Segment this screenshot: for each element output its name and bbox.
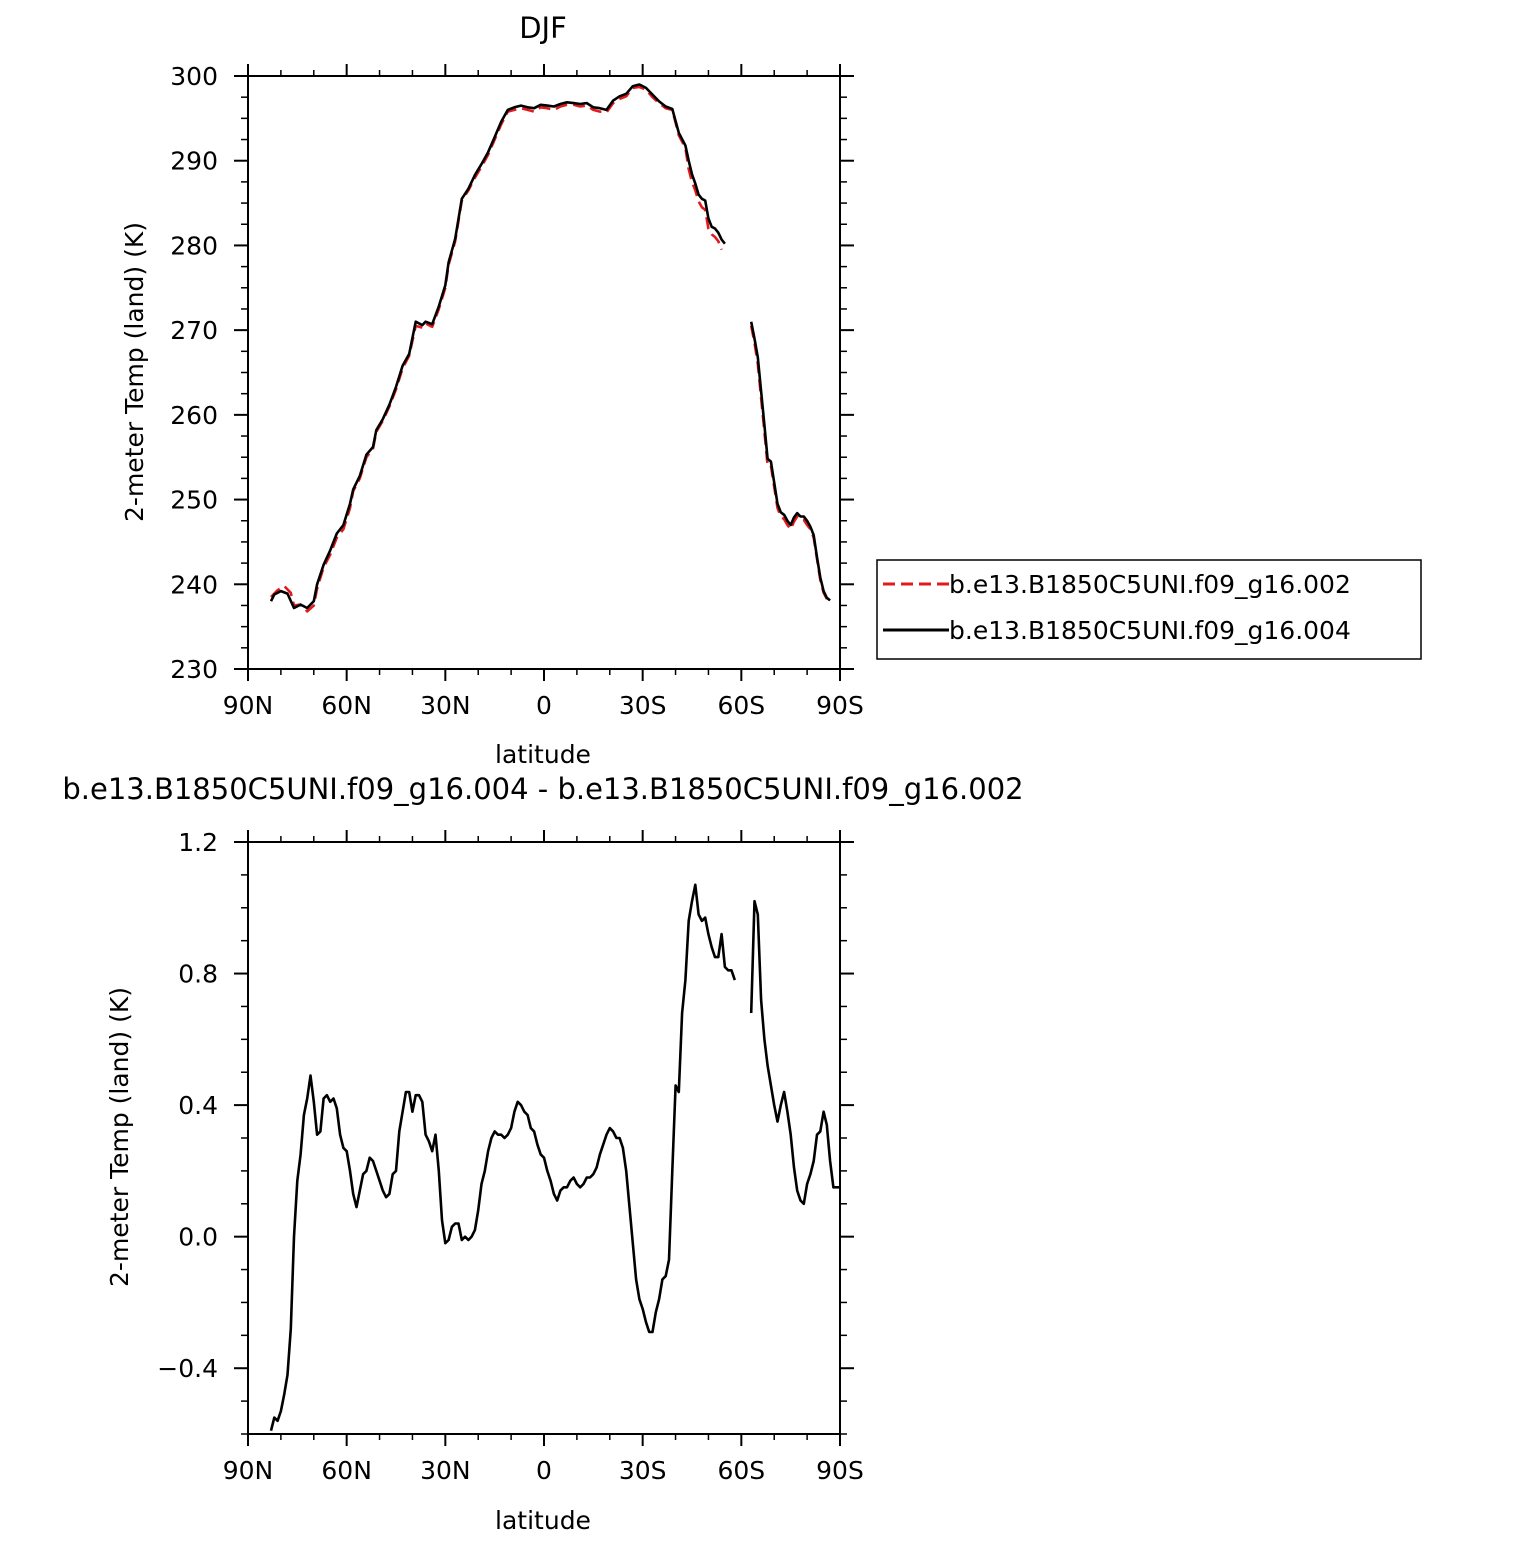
top-panel: DJF 90N 60N 30N 0 30S 60S 90S 230 240 250 260 270 28… [120, 11, 864, 769]
top-plot-frame [247, 75, 841, 670]
top-y-tick-label: 240 [170, 570, 218, 599]
bottom-x-axis-label: latitude [495, 1506, 591, 1535]
top-chart-title: DJF [519, 11, 567, 45]
top-x-axis-label: latitude [495, 740, 591, 769]
top-plot-area: 90N 60N 30N 0 30S 60S 90S 230 240 250 260 270 280 290… [170, 62, 864, 720]
top-x-tick-label: 60S [717, 691, 765, 720]
top-x-tick-label: 90S [816, 691, 864, 720]
legend: b.e13.B1850C5UNI.f09_g16.002 b.e13.B1850… [876, 559, 1422, 660]
bottom-plot-frame [247, 841, 841, 1435]
bottom-y-tick-label: 1.2 [178, 828, 218, 857]
top-x-tick-label: 30S [619, 691, 667, 720]
legend-label-002: b.e13.B1850C5UNI.f09_g16.002 [949, 570, 1351, 599]
bottom-x-tick-label: 30N [420, 1456, 471, 1485]
bottom-x-tick-label: 60N [321, 1456, 372, 1485]
bottom-y-axis-label: 2-meter Temp (land) (K) [105, 987, 134, 1287]
bottom-series-0-line [269, 883, 737, 1432]
top-y-tick-label: 230 [170, 655, 218, 684]
bottom-y-tick-label: −0.4 [157, 1354, 218, 1383]
top-y-tick-label: 260 [170, 401, 218, 430]
legend-label-004: b.e13.B1850C5UNI.f09_g16.004 [949, 616, 1351, 645]
bottom-y-tick-label: 0.8 [178, 960, 218, 989]
top-y-axis-label: 2-meter Temp (land) (K) [120, 222, 149, 522]
top-x-tick-label: 60N [321, 691, 372, 720]
top-y-tick-label: 280 [170, 231, 218, 260]
top-y-tick-label: 290 [170, 147, 218, 176]
bottom-x-tick-label: 90N [223, 1456, 274, 1485]
bottom-chart-title: b.e13.B1850C5UNI.f09_g16.004 - b.e13.B18… [62, 772, 1023, 806]
bottom-x-tick-label: 60S [717, 1456, 765, 1485]
top-series-1-line [269, 83, 726, 610]
top-y-tick-label: 250 [170, 486, 218, 515]
top-x-tick-label: 0 [536, 691, 552, 720]
bottom-x-tick-label: 30S [619, 1456, 667, 1485]
legend-box [876, 559, 1422, 660]
bottom-series-0-line [749, 899, 840, 1206]
bottom-panel: b.e13.B1850C5UNI.f09_g16.004 - b.e13.B18… [62, 772, 1023, 1535]
top-y-tick-label: 270 [170, 316, 218, 345]
bottom-y-tick-label: 0.4 [178, 1091, 218, 1120]
bottom-plot-area: 90N 60N 30N 0 30S 60S 90S −0.4 0.0 0.4 0.8 1.2 [157, 828, 864, 1485]
top-y-tick-label: 300 [170, 62, 218, 91]
bottom-y-tick-label: 0.0 [178, 1223, 218, 1252]
top-x-tick-label: 30N [420, 691, 471, 720]
top-x-tick-label: 90N [223, 691, 274, 720]
top-series-1-line [749, 321, 831, 602]
bottom-x-tick-label: 0 [536, 1456, 552, 1485]
bottom-x-tick-label: 90S [816, 1456, 864, 1485]
